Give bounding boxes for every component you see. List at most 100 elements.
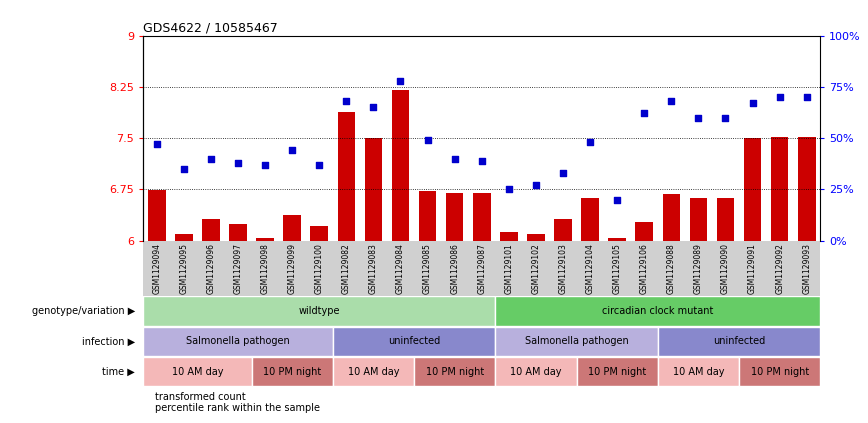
- Text: GSM1129105: GSM1129105: [613, 244, 621, 294]
- Text: 10 AM day: 10 AM day: [510, 367, 562, 377]
- Text: GSM1129088: GSM1129088: [667, 244, 676, 294]
- Point: [177, 165, 191, 172]
- Bar: [311, 225, 328, 241]
- Bar: [658, 357, 739, 387]
- Text: Salmonella pathogen: Salmonella pathogen: [186, 336, 290, 346]
- Point: [556, 170, 570, 176]
- Text: GSM1129082: GSM1129082: [342, 244, 351, 294]
- Text: 10 AM day: 10 AM day: [348, 367, 399, 377]
- Text: GSM1129089: GSM1129089: [694, 244, 703, 294]
- Bar: [689, 198, 707, 241]
- Text: infection ▶: infection ▶: [82, 336, 135, 346]
- Text: time ▶: time ▶: [102, 367, 135, 377]
- Bar: [662, 194, 681, 241]
- Point: [448, 155, 462, 162]
- Bar: [332, 357, 414, 387]
- Text: GSM1129083: GSM1129083: [369, 244, 378, 294]
- Text: GSM1129096: GSM1129096: [207, 244, 215, 294]
- Text: GSM1129106: GSM1129106: [640, 244, 648, 294]
- Bar: [252, 357, 332, 387]
- Point: [339, 98, 353, 104]
- Text: Salmonella pathogen: Salmonella pathogen: [524, 336, 628, 346]
- Point: [692, 114, 706, 121]
- Text: wildtype: wildtype: [299, 306, 340, 316]
- Text: GDS4622 / 10585467: GDS4622 / 10585467: [143, 22, 278, 34]
- Bar: [446, 193, 464, 241]
- Point: [583, 139, 597, 146]
- Text: GSM1129102: GSM1129102: [531, 244, 541, 294]
- Text: genotype/variation ▶: genotype/variation ▶: [32, 306, 135, 316]
- Point: [773, 94, 786, 101]
- Point: [150, 141, 164, 148]
- Bar: [496, 357, 576, 387]
- Text: GSM1129099: GSM1129099: [287, 244, 297, 294]
- Bar: [338, 112, 355, 241]
- Point: [719, 114, 733, 121]
- Point: [610, 196, 624, 203]
- Text: percentile rank within the sample: percentile rank within the sample: [155, 403, 319, 413]
- Point: [286, 147, 299, 154]
- Bar: [771, 137, 788, 241]
- Bar: [496, 296, 820, 326]
- Point: [204, 155, 218, 162]
- Text: GSM1129086: GSM1129086: [450, 244, 459, 294]
- Point: [502, 186, 516, 193]
- Bar: [143, 296, 496, 326]
- Bar: [576, 357, 658, 387]
- Point: [258, 162, 272, 168]
- Bar: [175, 234, 193, 241]
- Text: GSM1129101: GSM1129101: [504, 244, 513, 294]
- Text: 10 AM day: 10 AM day: [172, 367, 223, 377]
- Point: [231, 159, 245, 166]
- Bar: [202, 219, 220, 241]
- Text: transformed count: transformed count: [155, 392, 246, 402]
- Bar: [744, 138, 761, 241]
- Text: GSM1129090: GSM1129090: [721, 244, 730, 294]
- Point: [799, 94, 813, 101]
- Point: [312, 162, 326, 168]
- Text: GSM1129104: GSM1129104: [586, 244, 595, 294]
- Text: 10 PM night: 10 PM night: [588, 367, 647, 377]
- Text: GSM1129103: GSM1129103: [558, 244, 568, 294]
- Point: [637, 110, 651, 117]
- Point: [475, 157, 489, 164]
- Text: GSM1129094: GSM1129094: [152, 244, 161, 294]
- Bar: [229, 224, 247, 241]
- Bar: [143, 357, 252, 387]
- Text: GSM1129085: GSM1129085: [423, 244, 432, 294]
- Text: uninfected: uninfected: [713, 336, 765, 346]
- Bar: [658, 327, 820, 356]
- Text: 10 PM night: 10 PM night: [263, 367, 321, 377]
- Point: [366, 104, 380, 111]
- Bar: [608, 238, 626, 241]
- Bar: [143, 327, 332, 356]
- Bar: [148, 190, 166, 241]
- Text: GSM1129100: GSM1129100: [315, 244, 324, 294]
- Text: uninfected: uninfected: [388, 336, 440, 346]
- Text: GSM1129087: GSM1129087: [477, 244, 486, 294]
- Point: [393, 77, 407, 84]
- Bar: [739, 357, 820, 387]
- Bar: [554, 220, 572, 241]
- Bar: [717, 198, 734, 241]
- Text: 10 PM night: 10 PM night: [425, 367, 483, 377]
- Bar: [582, 198, 599, 241]
- Bar: [414, 357, 496, 387]
- Bar: [332, 327, 496, 356]
- Point: [529, 182, 542, 189]
- Bar: [418, 192, 437, 241]
- Text: GSM1129098: GSM1129098: [260, 244, 270, 294]
- Text: GSM1129093: GSM1129093: [802, 244, 812, 294]
- Bar: [798, 137, 816, 241]
- Text: circadian clock mutant: circadian clock mutant: [602, 306, 713, 316]
- Text: 10 AM day: 10 AM day: [673, 367, 724, 377]
- Bar: [365, 138, 382, 241]
- Bar: [635, 222, 653, 241]
- Bar: [527, 234, 545, 241]
- Text: GSM1129092: GSM1129092: [775, 244, 784, 294]
- Bar: [256, 238, 274, 241]
- Text: GSM1129097: GSM1129097: [233, 244, 242, 294]
- Text: GSM1129091: GSM1129091: [748, 244, 757, 294]
- Text: GSM1129084: GSM1129084: [396, 244, 405, 294]
- Point: [664, 98, 678, 104]
